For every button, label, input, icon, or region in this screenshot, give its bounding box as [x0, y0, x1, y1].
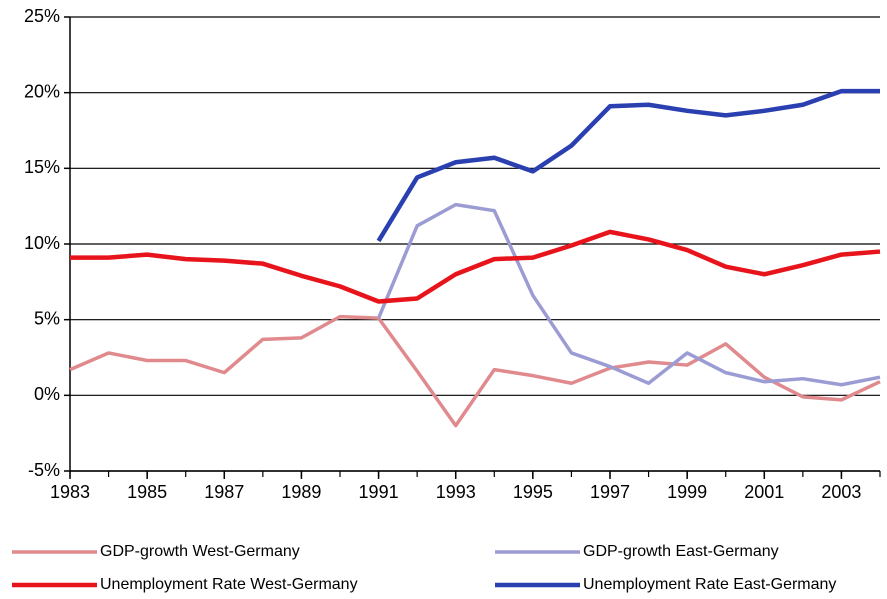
x-tick-label: 1985	[127, 482, 167, 502]
x-tick-label: 1997	[590, 482, 630, 502]
y-tick-label: 25%	[24, 6, 60, 26]
x-tick-label: 1995	[513, 482, 553, 502]
x-tick-label: 1989	[281, 482, 321, 502]
y-tick-label: -5%	[28, 460, 60, 480]
y-tick-label: 15%	[24, 157, 60, 177]
legend-label: Unemployment Rate East-Germany	[583, 576, 836, 593]
series-line	[69, 314, 881, 428]
x-tick-label: 1999	[667, 482, 707, 502]
series-line	[70, 229, 881, 304]
y-tick-label: 5%	[34, 308, 60, 328]
legend-label: GDP-growth West-Germany	[100, 543, 300, 560]
x-tick-label: 1993	[436, 482, 476, 502]
x-tick-label: 2001	[744, 482, 784, 502]
x-tick-label: 1983	[50, 482, 90, 502]
legend-label: Unemployment Rate West-Germany	[100, 576, 358, 593]
y-tick-label: 0%	[34, 384, 60, 404]
x-tick-label: 1991	[359, 482, 399, 502]
x-tick-label: 1987	[204, 482, 244, 502]
y-tick-label: 10%	[24, 233, 60, 253]
x-tick-label: 2003	[821, 482, 861, 502]
legend-label: GDP-growth East-Germany	[583, 543, 779, 560]
series-line	[376, 202, 881, 387]
series-line	[376, 88, 880, 243]
y-tick-label: 20%	[24, 81, 60, 101]
